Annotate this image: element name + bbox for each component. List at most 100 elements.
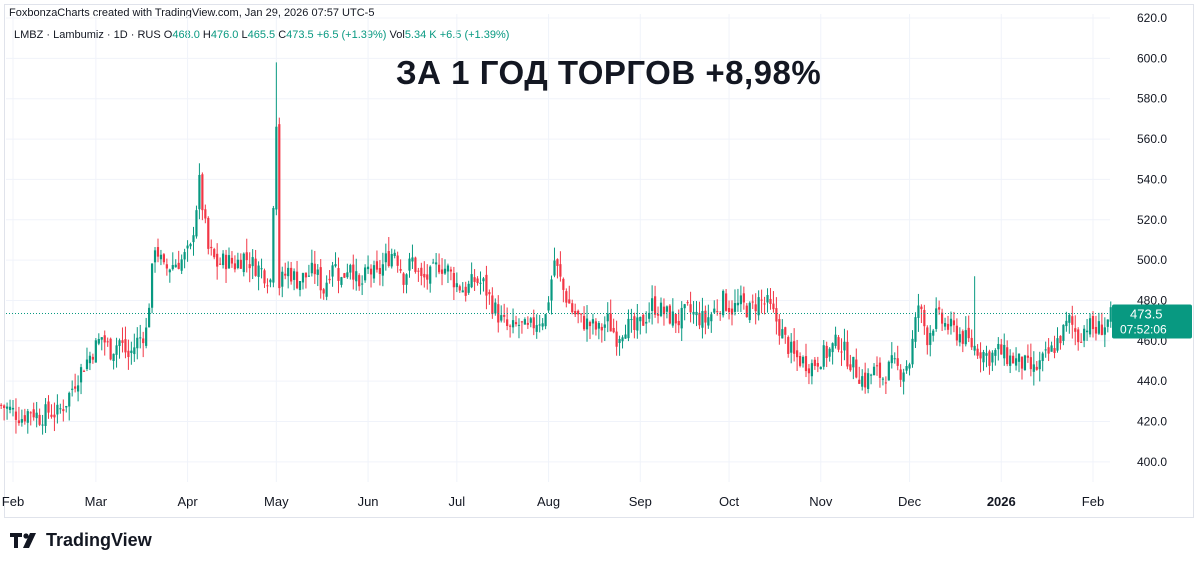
- candle-body: [440, 269, 444, 274]
- candle-body: [858, 379, 861, 384]
- candle-body: [467, 283, 470, 293]
- x-tick-label: Oct: [719, 494, 740, 509]
- candle-body: [686, 302, 689, 304]
- symbol-info[interactable]: LMBZ · Lambumiz · 1D · RUS: [14, 29, 161, 41]
- y-tick-label: 620.0: [1137, 11, 1167, 25]
- candle-body: [751, 301, 754, 303]
- candle-body: [503, 315, 506, 317]
- candle-body: [955, 325, 958, 341]
- x-tick-label: Aug: [537, 494, 560, 509]
- candle-body: [787, 337, 790, 354]
- candle-body: [1038, 360, 1041, 370]
- candle-body: [917, 305, 920, 318]
- candle-body: [577, 310, 580, 315]
- candle-body: [322, 289, 325, 294]
- candle-body: [831, 343, 834, 353]
- y-tick-label: 520.0: [1137, 213, 1167, 227]
- candle-body: [683, 304, 686, 309]
- candle-body: [417, 270, 420, 272]
- candle-body: [1103, 327, 1106, 335]
- candle-body: [257, 265, 260, 277]
- candle-body: [139, 337, 142, 339]
- candle-body: [165, 264, 168, 269]
- candle-body: [443, 268, 447, 274]
- candle-body: [517, 324, 521, 326]
- candle-body: [494, 302, 497, 314]
- candle-body: [908, 364, 911, 369]
- candle-body: [435, 262, 438, 265]
- candle-body: [464, 286, 467, 296]
- candle-body: [890, 355, 893, 364]
- candle-body: [671, 311, 674, 326]
- candle-body: [118, 340, 121, 347]
- candle-body: [121, 340, 124, 343]
- candle-body: [902, 372, 905, 382]
- candle-body: [529, 318, 532, 323]
- candle-body: [254, 258, 257, 276]
- candle-body: [319, 267, 322, 291]
- candle-body: [991, 352, 994, 363]
- candle-body: [1074, 328, 1077, 332]
- candle-body: [399, 269, 402, 271]
- candle-body: [174, 264, 177, 268]
- candle-body: [609, 313, 612, 332]
- candle-body: [804, 356, 808, 372]
- candle-body: [11, 407, 15, 410]
- low-label: L: [241, 29, 248, 41]
- high-label: H: [202, 29, 211, 41]
- candle-body: [846, 341, 849, 367]
- candle-body: [189, 243, 192, 247]
- candle-body: [639, 316, 642, 322]
- candle-body: [287, 267, 290, 277]
- candle-body: [358, 275, 361, 287]
- candle-body: [621, 337, 624, 342]
- candle-body: [355, 271, 358, 282]
- candle-body: [29, 412, 32, 414]
- candle-body: [834, 334, 837, 346]
- candle-body: [905, 366, 908, 371]
- candle-body: [772, 303, 775, 310]
- candle-body: [506, 319, 509, 327]
- candle-body: [106, 341, 109, 343]
- candle-body: [1068, 314, 1071, 323]
- candle-body: [615, 331, 618, 347]
- candle-body: [952, 320, 956, 326]
- candle-body: [896, 358, 899, 366]
- candle-body: [716, 311, 719, 313]
- candle-body: [411, 257, 414, 262]
- candle-body: [618, 339, 621, 344]
- x-tick-label: Mar: [85, 494, 108, 509]
- tradingview-brand[interactable]: TradingView: [10, 530, 152, 551]
- candle-body: [949, 318, 953, 327]
- candle-body: [281, 271, 284, 287]
- candle-body: [260, 268, 263, 270]
- candle-body: [790, 341, 793, 353]
- candle-body: [263, 270, 266, 284]
- candle-body: [1006, 347, 1009, 365]
- candle-body: [343, 273, 346, 278]
- candle-body: [364, 267, 367, 281]
- candle-body: [17, 420, 21, 424]
- candle-body: [923, 309, 926, 327]
- candle-body: [8, 406, 12, 410]
- candle-body: [479, 282, 482, 284]
- candle-body: [532, 317, 535, 329]
- candle-body: [1065, 320, 1068, 327]
- candle-body: [1023, 355, 1027, 370]
- volume-value: 5.34 K: [404, 29, 437, 41]
- candle-body: [550, 279, 553, 301]
- candle-body: [485, 274, 488, 296]
- candle-body: [813, 359, 816, 366]
- candle-body: [970, 337, 973, 348]
- volume-label: Vol: [389, 29, 405, 41]
- candle-body: [455, 283, 458, 288]
- candle-body: [183, 252, 186, 260]
- candle-body: [568, 299, 571, 304]
- last-price-time: 07:52:06: [1120, 323, 1167, 337]
- candle-body: [739, 295, 742, 305]
- ohlc-legend: LMBZ · Lambumiz · 1D · RUS O468.0 H476.0…: [14, 29, 509, 41]
- candle-body: [1106, 319, 1109, 327]
- y-tick-label: 600.0: [1137, 51, 1167, 65]
- candle-body: [136, 337, 139, 349]
